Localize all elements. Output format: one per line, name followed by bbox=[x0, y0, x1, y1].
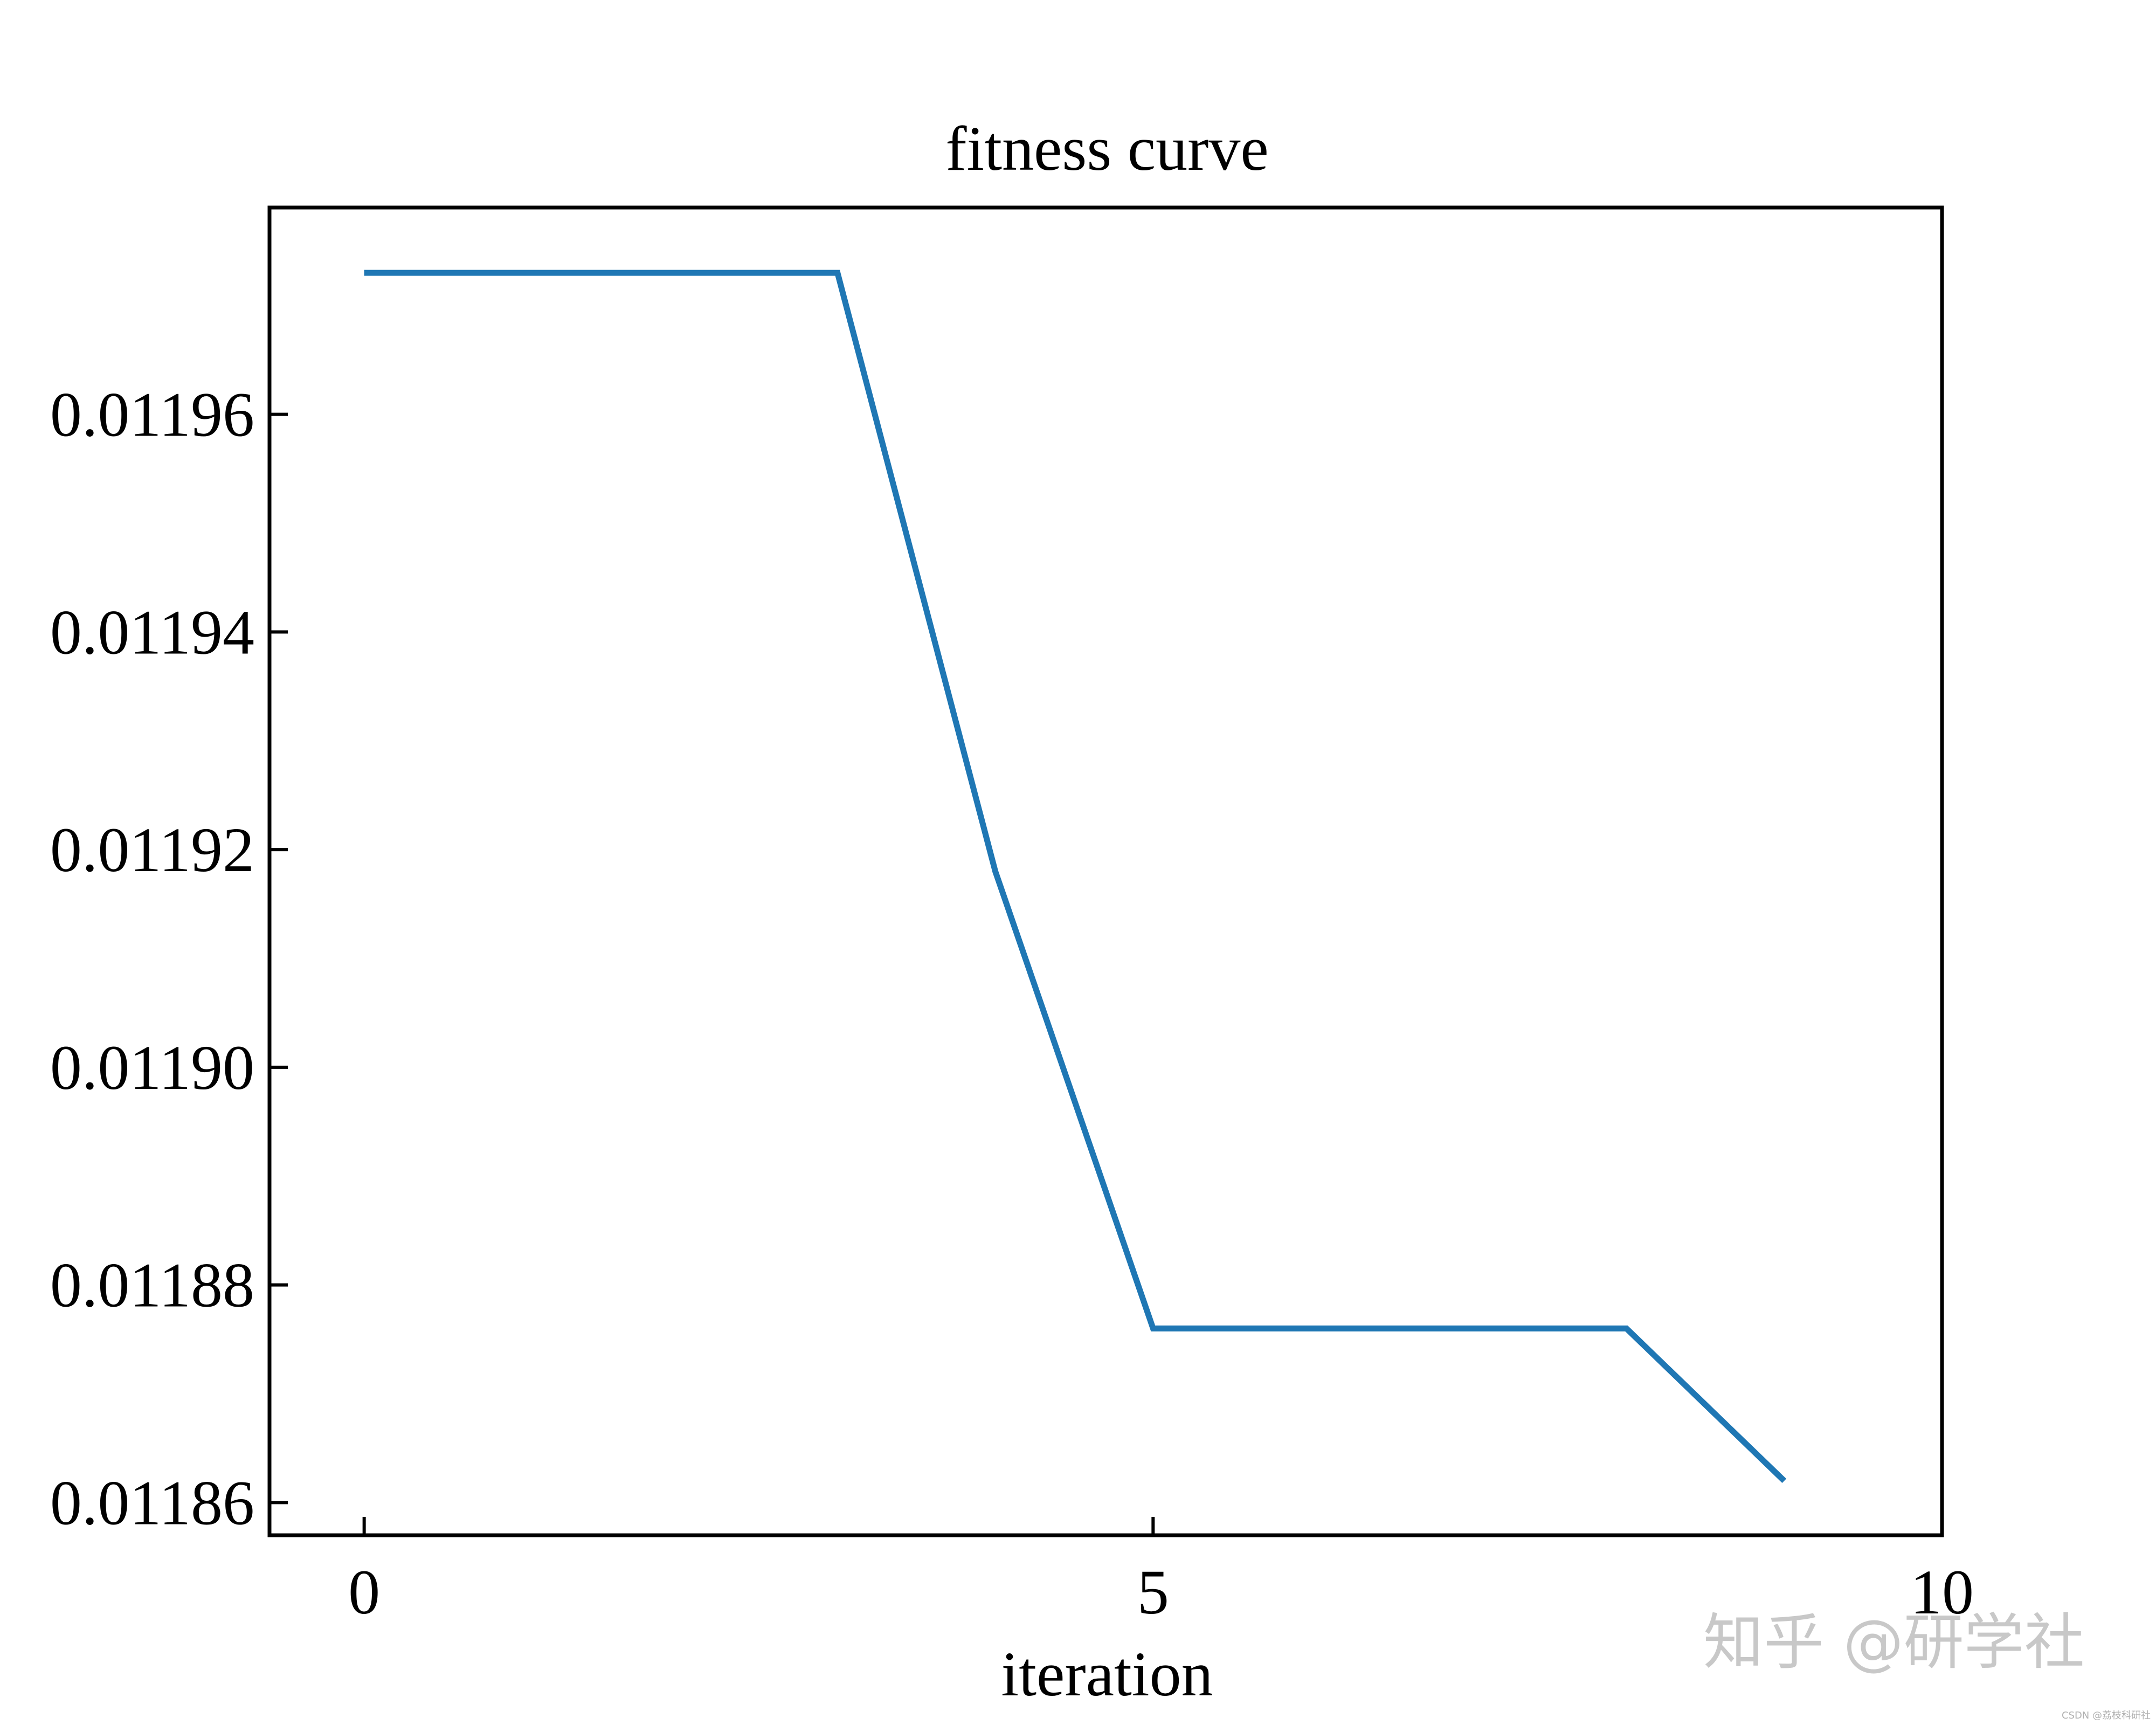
plot-area: 0 5 10 0.01186 0.01188 0.01190 0.01192 0.01194… bbox=[50, 205, 1974, 1627]
y-tick-label: 0.01190 bbox=[50, 1032, 254, 1103]
x-tick-label: 5 bbox=[1137, 1557, 1169, 1627]
watermark-small-text: CSDN @荔枝科研社 bbox=[2062, 1710, 2151, 1721]
watermark-text: 知乎 @研学社 bbox=[1703, 1607, 2085, 1678]
y-tick-label: 0.01192 bbox=[50, 815, 254, 885]
x-axis-label: iteration bbox=[1001, 1639, 1213, 1709]
y-tick-label: 0.01194 bbox=[50, 597, 254, 667]
plot-frame bbox=[267, 205, 1944, 1537]
x-tick-label: 10 bbox=[1910, 1557, 1974, 1627]
y-tick-label: 0.01186 bbox=[50, 1467, 254, 1538]
series-line bbox=[364, 270, 1787, 1484]
y-tick-label: 0.01196 bbox=[50, 380, 254, 450]
y-tick-label: 0.01188 bbox=[50, 1250, 254, 1321]
y-axis-ticks: 0.01186 0.01188 0.01190 0.01192 0.01194 0.011… bbox=[50, 380, 288, 1538]
series-group bbox=[364, 270, 1787, 1484]
x-tick-label: 0 bbox=[348, 1557, 380, 1627]
x-axis-ticks: 0 5 10 bbox=[348, 1517, 1974, 1627]
chart-title: fitness curve bbox=[945, 113, 1269, 184]
